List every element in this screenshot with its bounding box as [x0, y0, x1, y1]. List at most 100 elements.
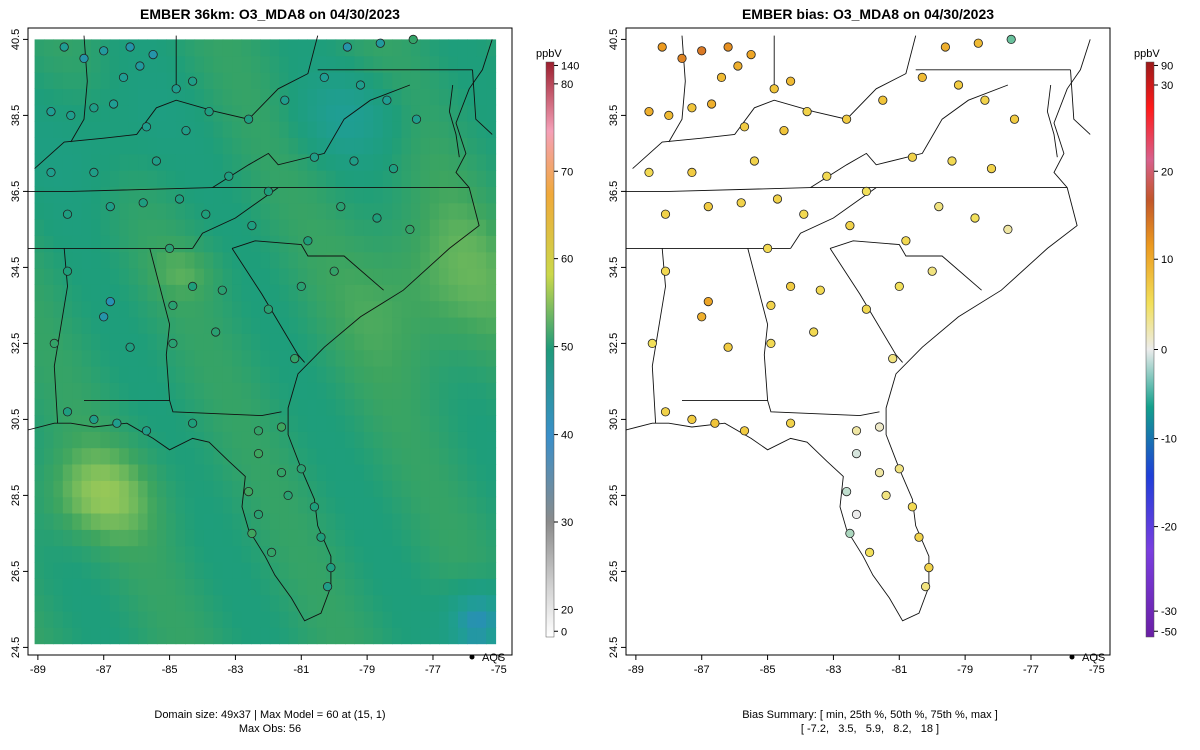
model-grid-cell [401, 431, 412, 449]
model-grid-cell [363, 578, 374, 596]
model-grid-cell [138, 562, 149, 579]
model-grid-cell [345, 284, 355, 302]
model-grid-cell [316, 447, 327, 465]
model-grid-cell [486, 610, 497, 628]
station-bias-marker [779, 126, 789, 136]
model-grid-cell [213, 415, 224, 432]
model-grid-cell [363, 545, 374, 563]
model-grid-cell [429, 480, 440, 498]
model-grid-cell [486, 317, 497, 334]
model-grid-cell [382, 39, 393, 57]
model-grid-cell [410, 480, 421, 498]
x-tick-label: -89 [30, 664, 46, 676]
model-grid-cell [222, 235, 233, 253]
model-grid-cell [138, 333, 149, 351]
station-bias-marker [739, 426, 750, 436]
model-grid-cell [44, 480, 54, 498]
model-grid-cell [382, 153, 393, 171]
model-grid-cell [175, 496, 186, 514]
model-grid-cell [232, 170, 243, 187]
model-grid-cell [91, 431, 101, 449]
boundary-line [1070, 69, 1091, 135]
model-grid-cell [260, 415, 271, 432]
model-grid-cell [439, 627, 450, 645]
model-grid-cell [203, 578, 214, 596]
model-grid-cell [185, 300, 196, 318]
model-grid-cell [251, 39, 261, 57]
model-grid-cell [392, 464, 403, 481]
model-grid-cell [81, 398, 92, 416]
model-grid-cell [175, 480, 186, 498]
model-grid-cell [288, 464, 299, 481]
station-bias-marker [716, 72, 727, 83]
model-grid-cell [81, 464, 92, 481]
left-x-axis: -89 -87 -85 -83 -81 -79 -77 -75 [30, 655, 507, 676]
model-grid-cell [467, 121, 478, 138]
model-grid-cell [307, 153, 318, 171]
model-grid-cell [288, 317, 299, 334]
model-grid-cell [401, 251, 412, 269]
model-grid-cell [213, 627, 224, 645]
model-grid-cell [467, 464, 478, 481]
model-grid-cell [298, 268, 308, 285]
model-grid-cell [279, 333, 290, 351]
model-grid-cell [185, 104, 196, 122]
model-grid-cell [269, 496, 280, 514]
model-grid-cell [392, 333, 403, 351]
model-grid-cell [34, 317, 45, 334]
model-grid-cell [335, 104, 346, 122]
model-grid-cell [44, 349, 54, 367]
model-grid-cell [175, 562, 186, 579]
model-grid-cell [467, 447, 478, 465]
model-grid-cell [44, 170, 54, 187]
model-grid-cell [109, 610, 120, 628]
model-grid-cell [213, 398, 224, 416]
model-grid-cell [128, 153, 139, 171]
model-grid-cell [109, 545, 120, 563]
y-tick-label: 26.5 [10, 561, 22, 582]
model-grid-cell [62, 251, 73, 269]
model-grid-cell [147, 219, 158, 236]
model-grid-cell [241, 39, 252, 57]
model-grid-cell [203, 610, 214, 628]
model-grid-cell [100, 562, 111, 579]
model-grid-cell [91, 545, 101, 563]
model-grid-cell [156, 137, 167, 155]
model-grid-cell [156, 464, 167, 481]
model-grid-cell [81, 431, 92, 449]
model-grid-cell [81, 562, 92, 579]
model-grid-cell [194, 202, 205, 220]
model-grid-cell [175, 398, 186, 416]
model-grid-cell [363, 333, 374, 351]
model-grid-cell [279, 300, 290, 318]
station-obs-marker [125, 342, 135, 352]
model-grid-cell [119, 186, 130, 204]
model-grid-cell [429, 104, 440, 122]
model-grid-cell [307, 268, 318, 285]
model-grid-cell [476, 88, 487, 106]
model-grid-cell [222, 300, 233, 318]
model-grid-cell [194, 594, 205, 612]
colorbar-tick-label: 30 [561, 517, 573, 529]
model-grid-cell [34, 464, 45, 481]
model-grid-cell [232, 578, 243, 596]
station-obs-marker [372, 213, 382, 223]
model-grid-cell [53, 284, 64, 302]
station-bias-marker [723, 342, 733, 352]
model-grid-cell [448, 284, 459, 302]
model-grid-cell [363, 202, 374, 220]
model-grid-cell [326, 186, 337, 204]
model-grid-cell [251, 464, 261, 481]
model-grid-cell [457, 382, 468, 400]
station-bias-marker [769, 84, 779, 94]
model-grid-cell [486, 366, 497, 383]
model-grid-cell [288, 88, 299, 106]
model-grid-cell [260, 121, 271, 138]
model-grid-cell [213, 447, 224, 465]
model-grid-cell [175, 284, 186, 302]
colorbar-tick-label: 20 [1161, 166, 1173, 178]
model-grid-cell [298, 284, 308, 302]
model-grid-cell [62, 300, 73, 318]
model-grid-cell [316, 333, 327, 351]
model-grid-cell [100, 268, 111, 285]
